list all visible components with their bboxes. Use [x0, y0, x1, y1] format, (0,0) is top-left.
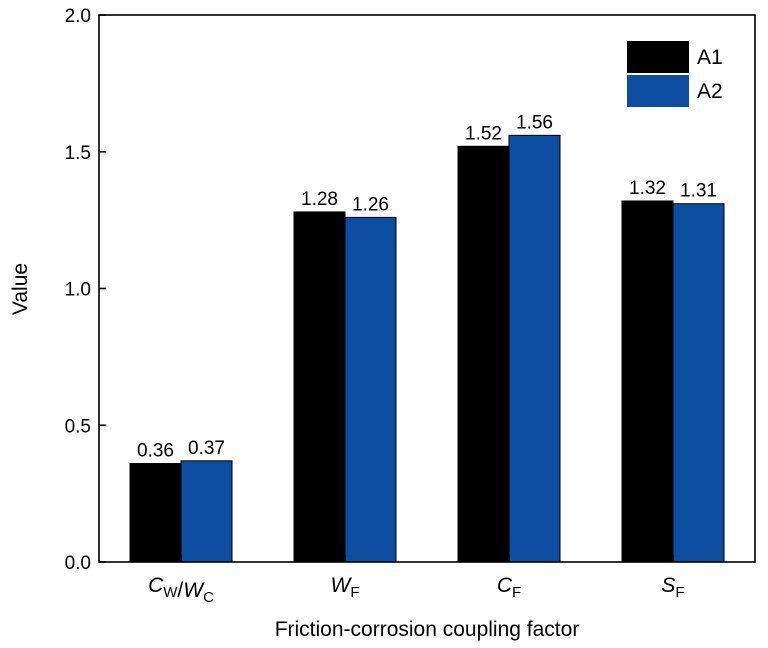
y-tick-label: 0.5	[65, 416, 91, 437]
bar-a1-2	[293, 211, 346, 563]
y-axis: 0.0 0.5 1.0 1.5 2.0	[65, 6, 106, 574]
x-axis: CW/WC WF CF SF	[148, 555, 685, 606]
data-label: 0.37	[188, 438, 225, 459]
y-tick-label: 2.0	[65, 6, 91, 27]
legend-label-a2: A2	[697, 80, 723, 103]
bar-a1-4	[621, 200, 674, 563]
y-tick-label: 1.5	[65, 143, 91, 164]
legend-label-a1: A1	[697, 46, 723, 69]
bar-a2-3	[508, 134, 561, 563]
bar-a1-3	[457, 145, 510, 563]
legend-swatch-a1	[627, 41, 689, 73]
x-tick-label: CW/WC	[148, 574, 214, 606]
y-tick-label: 0.0	[65, 553, 91, 574]
x-tick-label: WF	[331, 574, 360, 601]
data-label: 1.28	[301, 189, 338, 210]
bar-a1-1	[129, 463, 182, 563]
data-label: 1.56	[516, 112, 553, 133]
legend-swatch-a2	[627, 75, 689, 107]
data-label: 1.32	[629, 178, 666, 199]
data-label: 1.52	[465, 123, 502, 144]
bar-a2-4	[672, 203, 725, 563]
x-tick-label: CF	[497, 574, 521, 601]
y-axis-title: Value	[9, 263, 32, 315]
x-axis-title: Friction-corrosion coupling factor	[275, 618, 580, 641]
x-tick-label: SF	[661, 574, 684, 601]
bars-group	[129, 134, 725, 563]
bar-a2-2	[344, 216, 397, 563]
y-tick-label: 1.0	[65, 280, 91, 301]
data-label: 1.26	[352, 194, 389, 215]
data-label: 0.36	[137, 441, 174, 462]
data-label: 1.31	[680, 181, 717, 202]
bar-a2-1	[180, 460, 233, 563]
data-labels-group: 0.36 0.37 1.28 1.26 1.52 1.56 1.32 1.31	[137, 112, 717, 461]
